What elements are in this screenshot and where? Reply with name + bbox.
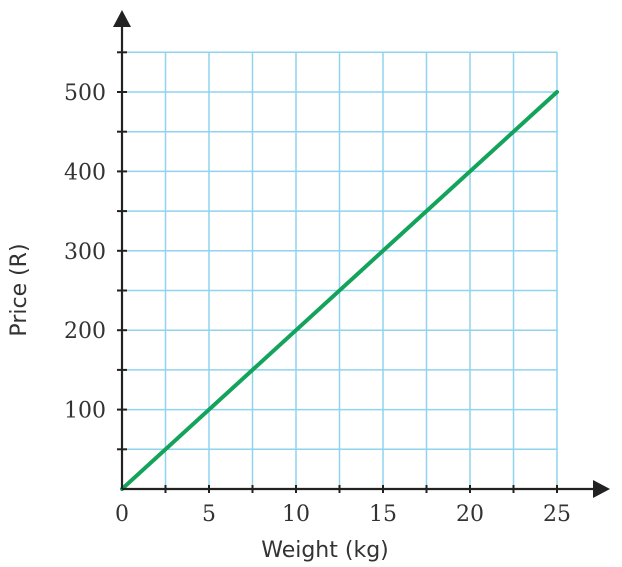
y-tick-label: 200	[64, 319, 106, 344]
x-tick-label: 25	[543, 502, 571, 527]
y-tick-label: 300	[64, 240, 106, 265]
ticks: 0 5 10 15 20 25 100 200 300 400 500	[64, 51, 571, 527]
y-tick-label: 500	[64, 81, 106, 106]
x-axis-title: Weight (kg)	[261, 538, 389, 563]
x-axis-arrow	[593, 480, 610, 498]
grid	[122, 51, 558, 489]
series-line	[120, 90, 559, 491]
x-tick-label: 10	[282, 502, 310, 527]
x-tick-label: 15	[369, 502, 397, 527]
series-layer	[120, 90, 559, 491]
y-tick-label: 100	[64, 399, 106, 424]
y-axis-arrow	[113, 10, 131, 27]
axes	[113, 10, 610, 498]
x-tick-label: 0	[115, 502, 129, 527]
y-axis-title: Price (R)	[7, 243, 32, 336]
y-tick-label: 400	[64, 160, 106, 185]
x-tick-label: 20	[456, 502, 484, 527]
x-tick-label: 5	[202, 502, 216, 527]
